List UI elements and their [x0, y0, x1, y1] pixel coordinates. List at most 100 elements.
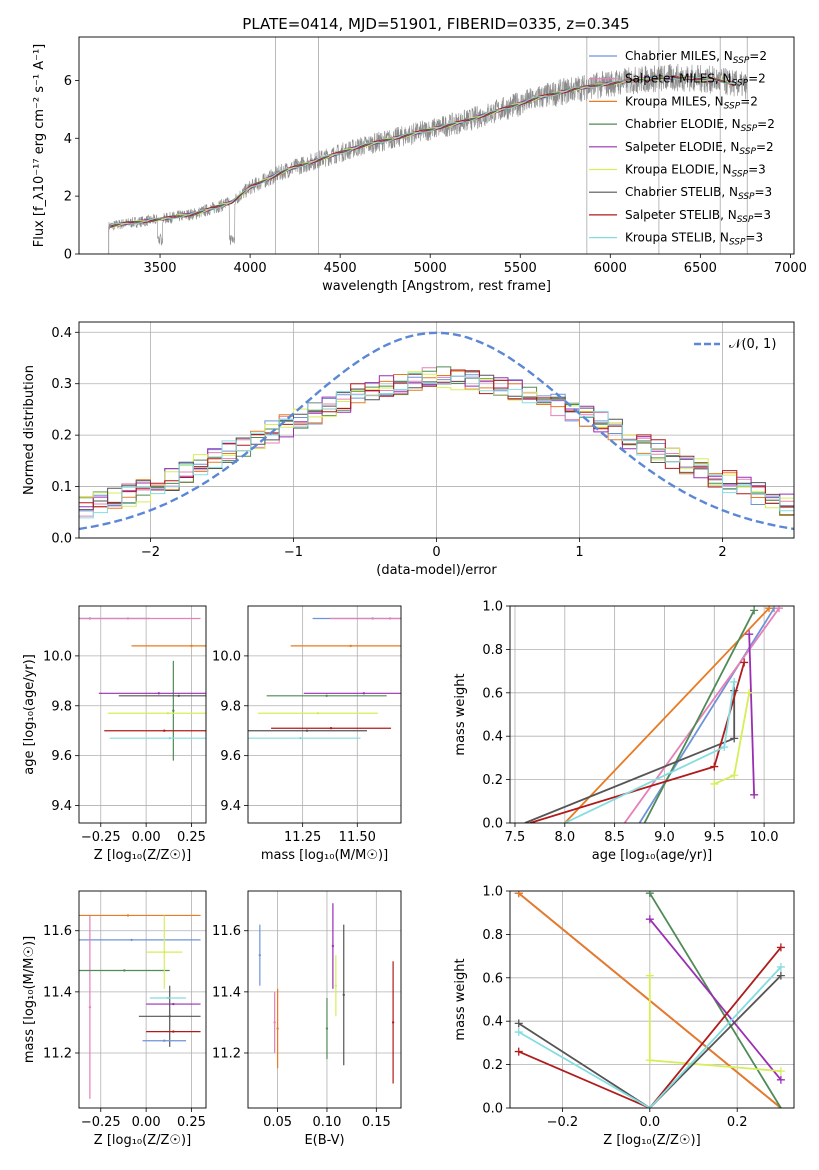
axes-frame — [78, 605, 207, 824]
mass-weight-marker — [750, 790, 759, 799]
x-tick-label: 2 — [718, 545, 726, 560]
x-tick-label: 7000 — [774, 261, 807, 276]
y-tick-label: 2 — [64, 190, 72, 205]
y-tick-label: 0.6 — [482, 971, 503, 986]
y-tick-label: 0.0 — [482, 1102, 503, 1117]
y-tick-label: 0.8 — [482, 643, 503, 658]
mass-weight-line — [564, 607, 770, 823]
mass-weight-marker — [776, 962, 785, 971]
y-tick-label: 0.3 — [51, 377, 72, 392]
residual-histogram — [79, 373, 794, 519]
mass-weight-marker — [730, 677, 739, 686]
mass-weight-marker — [645, 891, 654, 898]
data-point — [349, 644, 352, 648]
data-point — [166, 712, 170, 715]
x-tick-label: 4500 — [324, 261, 357, 276]
legend-entry: Kroupa MILES, NSSP=2 — [625, 94, 758, 111]
data-point — [166, 996, 170, 1000]
data-point — [172, 1002, 175, 1006]
model-fit-line — [110, 75, 736, 228]
x-tick-label: 0.10 — [312, 1115, 341, 1130]
x-axis-label: Z [log₁₀(Z/Z☉)] — [603, 1133, 700, 1148]
x-tick-label: 9.5 — [704, 830, 725, 845]
mass-weight-line — [518, 946, 782, 1108]
mass-weight-line — [623, 607, 780, 823]
y-tick-label: 9.6 — [51, 749, 72, 764]
axes-frame — [78, 321, 795, 539]
data-point — [163, 1039, 166, 1042]
mass-weight-marker — [710, 779, 719, 788]
axes-frame — [509, 605, 795, 824]
legend-entry: Chabrier ELODIE, NSSP=2 — [625, 117, 775, 134]
x-tick-label: 11.25 — [284, 830, 321, 845]
mass-weight-marker — [730, 734, 739, 743]
x-tick-label: 6500 — [684, 261, 717, 276]
y-tick-label: 11.6 — [43, 924, 72, 939]
mass-weight-marker — [514, 891, 523, 898]
axes-frame — [247, 605, 402, 824]
mass-weight-line — [643, 609, 755, 823]
legend-entry: Kroupa STELIB, NSSP=3 — [625, 231, 763, 248]
y-tick-label: 0.8 — [482, 928, 503, 943]
x-tick-label: 0.25 — [177, 830, 206, 845]
mass-weight-marker — [514, 1028, 523, 1037]
data-point — [325, 694, 328, 697]
data-point — [123, 969, 126, 972]
y-axis-label: mass weight — [453, 958, 468, 1040]
x-tick-label: 4000 — [234, 261, 267, 276]
plot-area — [258, 903, 395, 1084]
figure-title: PLATE=0414, MJD=51901, FIBERID=0335, z=0… — [242, 15, 629, 33]
y-tick-label: 0.6 — [482, 686, 503, 701]
y-tick-label: 11.2 — [43, 1046, 72, 1061]
data-point — [276, 1027, 279, 1030]
data-point — [163, 950, 166, 954]
residual-histogram — [79, 371, 794, 509]
mass-weight-line — [649, 918, 782, 1081]
x-tick-label: 11.50 — [339, 830, 376, 845]
age-vs-mass-axes: 11.25 11.50 9.4 9.6 9.8 10.0 mass [log₁₀(M/M☉)… — [212, 605, 402, 863]
y-tick-label: 11.4 — [212, 985, 241, 1000]
legend-entry: Salpeter STELIB, NSSP=3 — [625, 208, 771, 225]
mass-weight-marker — [514, 1047, 523, 1056]
data-point — [126, 617, 130, 620]
y-tick-label: 0.2 — [482, 773, 503, 788]
x-tick-label: −0.2 — [547, 1115, 579, 1130]
y-tick-label: 0.1 — [51, 480, 72, 495]
x-tick-label: 3500 — [143, 261, 176, 276]
data-point — [331, 944, 335, 948]
x-tick-label: −2 — [141, 545, 160, 560]
x-tick-label: 0.25 — [177, 1115, 206, 1130]
x-tick-label: 8.0 — [554, 830, 575, 845]
plot-area — [79, 617, 206, 761]
legend-entry: Chabrier STELIB, NSSP=3 — [625, 185, 772, 202]
x-tick-label: 0.05 — [263, 1115, 292, 1130]
y-tick-label: 10.0 — [212, 649, 241, 664]
model-fit-line — [110, 76, 736, 226]
mass-weight-line — [748, 634, 755, 795]
x-tick-label: −0.25 — [81, 1115, 121, 1130]
data-point — [163, 729, 166, 732]
x-tick-label: 0.2 — [727, 1115, 748, 1130]
mass-weight-marker — [775, 606, 784, 613]
mass-weight-vs-age-axes: 7.5 8.0 8.5 9.0 9.5 10.0 0.0 0.2 0.4 0.6 0.8 1.0 age… — [453, 600, 795, 863]
y-axis-label: mass weight — [453, 673, 468, 755]
x-tick-label: 0 — [432, 545, 440, 560]
plot-area — [108, 37, 748, 254]
y-tick-label: 1.0 — [482, 600, 503, 615]
data-point — [316, 712, 320, 715]
axes-frame — [78, 890, 207, 1109]
legend-entry: Salpeter MILES, NSSP=2 — [625, 72, 766, 89]
mass-weight-marker — [776, 971, 785, 980]
axes-frame — [509, 890, 795, 1109]
model-fit-line — [110, 76, 736, 227]
x-tick-label: 1 — [575, 545, 583, 560]
data-point — [130, 938, 133, 942]
residuals-axes: −2 −1 0 1 2 0.0 0.1 0.2 0.3 0.4 (data-model)/error… — [22, 321, 795, 578]
x-tick-label: 6000 — [594, 261, 627, 276]
data-point — [299, 736, 302, 740]
x-tick-label: 0.00 — [132, 830, 161, 845]
mass-weight-marker — [514, 1019, 523, 1028]
plot-area — [248, 617, 401, 740]
x-tick-label: −0.25 — [81, 830, 121, 845]
